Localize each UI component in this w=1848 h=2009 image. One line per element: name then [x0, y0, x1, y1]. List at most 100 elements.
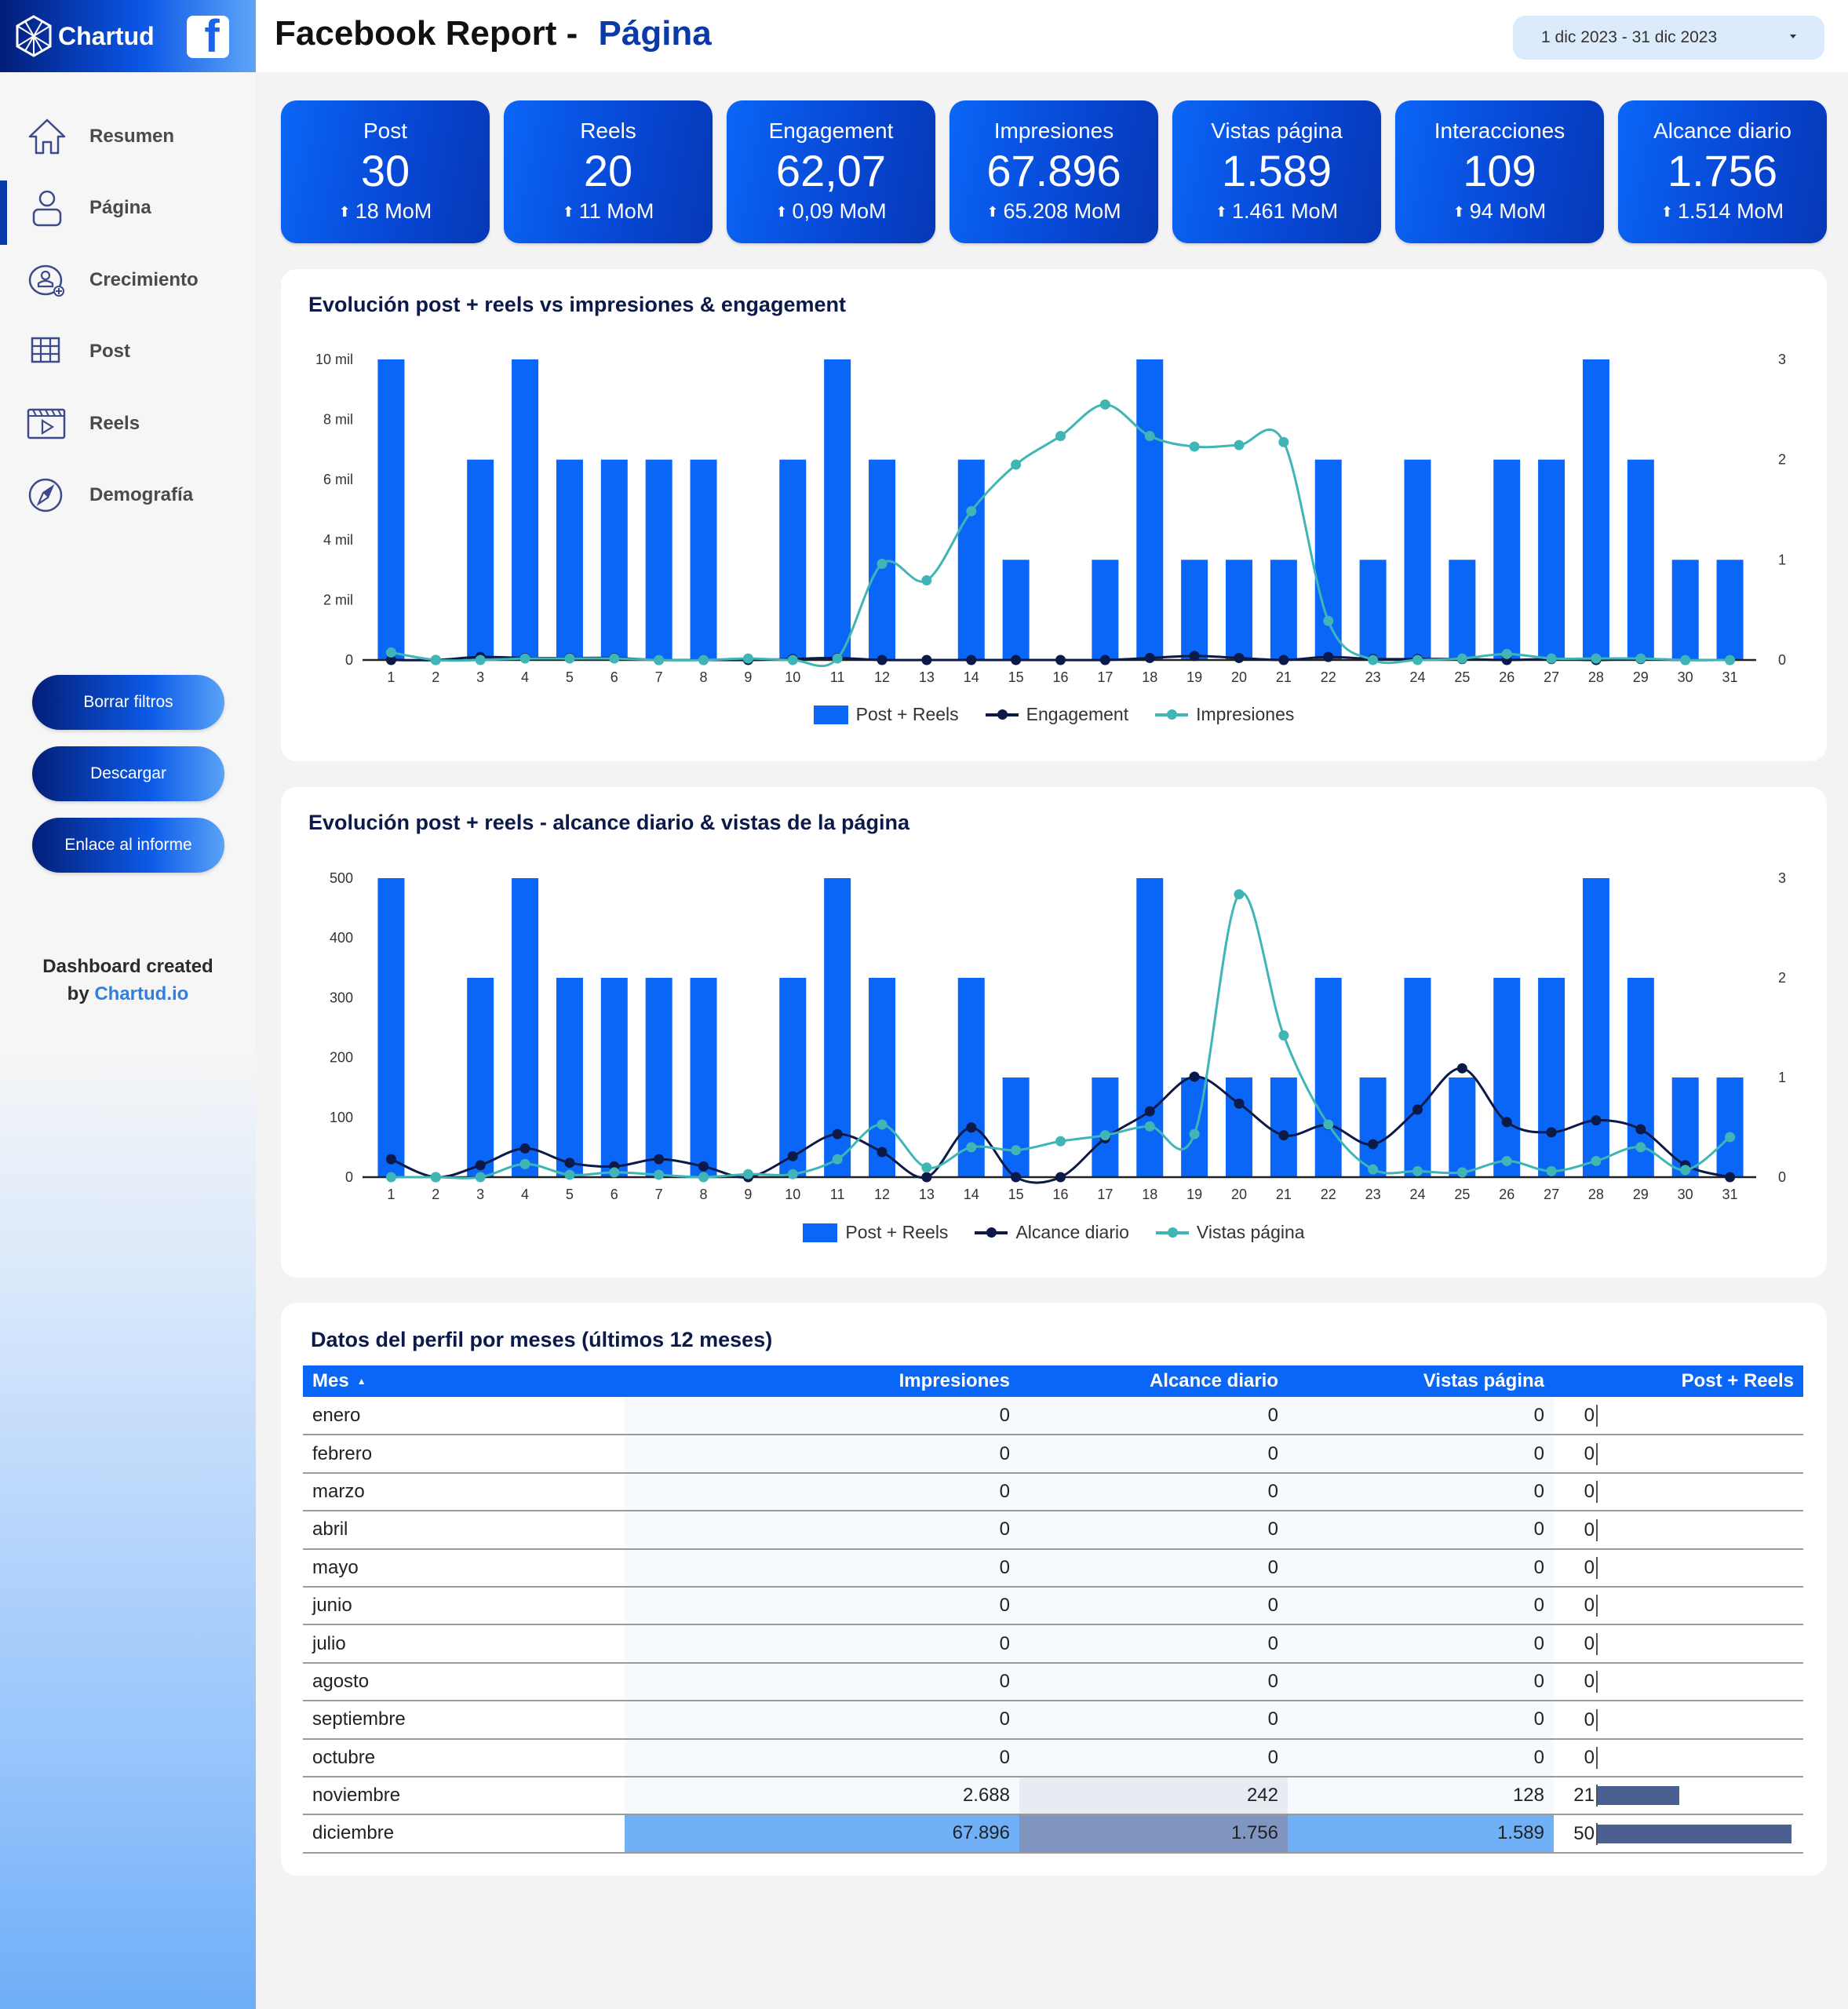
data-point[interactable]: [1144, 1121, 1155, 1132]
bar[interactable]: [1092, 1077, 1119, 1177]
data-point[interactable]: [966, 1122, 977, 1133]
bar[interactable]: [1493, 459, 1521, 660]
data-point[interactable]: [877, 558, 888, 569]
data-point[interactable]: [1144, 1106, 1155, 1117]
download-button[interactable]: Descargar: [32, 746, 224, 801]
table-row[interactable]: septiembre 0 0 0 0: [303, 1701, 1803, 1740]
data-point[interactable]: [1099, 399, 1110, 410]
data-point[interactable]: [1055, 654, 1066, 665]
table-row[interactable]: junio 0 0 0 0: [303, 1586, 1803, 1626]
bar[interactable]: [377, 878, 405, 1177]
data-point[interactable]: [1591, 653, 1602, 664]
data-point[interactable]: [877, 1147, 888, 1158]
table-row[interactable]: mayo 0 0 0 0: [303, 1548, 1803, 1588]
bar[interactable]: [1671, 560, 1699, 660]
kpi-card-5[interactable]: Interacciones 109 ⬆ 94 MoM: [1395, 100, 1604, 243]
table-row[interactable]: agosto 0 0 0 0: [303, 1662, 1803, 1702]
bar[interactable]: [1136, 359, 1164, 660]
sidebar-item-crecimiento[interactable]: Crecimiento: [0, 244, 256, 316]
data-point[interactable]: [1144, 431, 1155, 442]
bar[interactable]: [1404, 459, 1431, 660]
data-point[interactable]: [564, 1158, 575, 1169]
sidebar-item-reels[interactable]: Reels: [0, 388, 256, 460]
report-link-button[interactable]: Enlace al informe: [32, 818, 224, 873]
data-point[interactable]: [698, 1172, 709, 1183]
bar[interactable]: [556, 459, 583, 660]
data-point[interactable]: [1546, 1165, 1557, 1176]
bar[interactable]: [1493, 978, 1521, 1177]
data-point[interactable]: [475, 654, 486, 665]
data-point[interactable]: [1501, 1117, 1512, 1128]
bar[interactable]: [1002, 1077, 1030, 1177]
bar[interactable]: [824, 878, 851, 1177]
data-point[interactable]: [921, 1172, 932, 1183]
data-point[interactable]: [430, 1172, 441, 1183]
bar[interactable]: [600, 459, 628, 660]
data-point[interactable]: [1234, 1098, 1245, 1109]
bar[interactable]: [645, 978, 672, 1177]
data-point[interactable]: [921, 1162, 932, 1173]
data-point[interactable]: [1501, 648, 1512, 659]
data-point[interactable]: [1099, 654, 1110, 665]
bar[interactable]: [467, 459, 494, 660]
bar[interactable]: [1627, 459, 1654, 660]
data-point[interactable]: [1055, 431, 1066, 442]
data-point[interactable]: [654, 654, 665, 665]
data-point[interactable]: [1189, 651, 1200, 662]
table-row[interactable]: febrero 0 0 0 0: [303, 1435, 1803, 1474]
bar[interactable]: [1314, 459, 1342, 660]
data-point[interactable]: [519, 653, 530, 664]
data-point[interactable]: [1368, 654, 1379, 665]
data-point[interactable]: [385, 1154, 396, 1165]
sidebar-item-demografia[interactable]: Demografía: [0, 460, 256, 532]
data-point[interactable]: [966, 505, 977, 516]
data-point[interactable]: [966, 1142, 977, 1153]
kpi-card-6[interactable]: Alcance diario 1.756 ⬆ 1.514 MoM: [1618, 100, 1827, 243]
bar[interactable]: [957, 459, 985, 660]
data-point[interactable]: [430, 654, 441, 665]
data-point[interactable]: [1011, 1172, 1022, 1183]
data-point[interactable]: [564, 1169, 575, 1180]
data-point[interactable]: [1011, 459, 1022, 470]
data-point[interactable]: [1323, 615, 1334, 626]
sidebar-item-pagina[interactable]: Página: [0, 173, 256, 244]
kpi-card-0[interactable]: Post 30 ⬆ 18 MoM: [281, 100, 490, 243]
bar[interactable]: [779, 978, 807, 1177]
table-row[interactable]: octubre 0 0 0 0: [303, 1738, 1803, 1777]
data-point[interactable]: [787, 1150, 798, 1161]
data-point[interactable]: [1278, 436, 1289, 447]
bar[interactable]: [1582, 359, 1609, 660]
data-point[interactable]: [1546, 1127, 1557, 1138]
kpi-card-1[interactable]: Reels 20 ⬆ 11 MoM: [504, 100, 713, 243]
legend-item-alcance[interactable]: Alcance diario: [975, 1222, 1129, 1243]
data-point[interactable]: [1725, 1172, 1736, 1183]
data-point[interactable]: [475, 1160, 486, 1171]
bar[interactable]: [512, 878, 539, 1177]
bar[interactable]: [1449, 560, 1476, 660]
data-point[interactable]: [832, 653, 843, 664]
bar[interactable]: [869, 978, 896, 1177]
bar[interactable]: [690, 978, 717, 1177]
data-point[interactable]: [1234, 439, 1245, 450]
date-range-picker[interactable]: 1 dic 2023 - 31 dic 2023: [1513, 16, 1824, 60]
bar[interactable]: [1716, 560, 1744, 660]
sidebar-item-post[interactable]: Post: [0, 316, 256, 388]
kpi-card-4[interactable]: Vistas página 1.589 ⬆ 1.461 MoM: [1172, 100, 1381, 243]
legend-item-engagement[interactable]: Engagement: [985, 704, 1128, 725]
data-point[interactable]: [1323, 1119, 1334, 1130]
data-point[interactable]: [877, 654, 888, 665]
bar[interactable]: [512, 359, 539, 660]
bar[interactable]: [377, 359, 405, 660]
legend-item-vistas[interactable]: Vistas página: [1155, 1222, 1305, 1243]
data-point[interactable]: [698, 654, 709, 665]
data-point[interactable]: [1680, 654, 1691, 665]
data-point[interactable]: [921, 654, 932, 665]
table-row[interactable]: diciembre 67.896 1.756 1.589 50: [303, 1814, 1803, 1854]
legend-item-post-reels[interactable]: Post + Reels: [803, 1222, 948, 1243]
data-point[interactable]: [1189, 1128, 1200, 1139]
data-point[interactable]: [1323, 651, 1334, 662]
clear-filters-button[interactable]: Borrar filtros: [32, 675, 224, 730]
kpi-card-3[interactable]: Impresiones 67.896 ⬆ 65.208 MoM: [950, 100, 1158, 243]
data-point[interactable]: [787, 1169, 798, 1180]
data-point[interactable]: [1189, 1071, 1200, 1082]
